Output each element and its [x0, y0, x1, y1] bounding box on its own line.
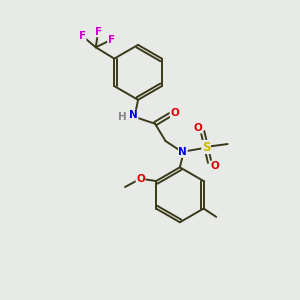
Text: F: F [94, 27, 102, 37]
Text: O: O [136, 174, 145, 184]
Text: F: F [108, 35, 115, 45]
Text: S: S [202, 140, 210, 154]
Text: H: H [118, 112, 127, 122]
Text: O: O [170, 108, 179, 118]
Text: O: O [210, 161, 219, 171]
Text: N: N [178, 147, 187, 158]
Text: O: O [194, 123, 202, 133]
Text: F: F [79, 31, 86, 41]
Text: N: N [129, 110, 138, 120]
